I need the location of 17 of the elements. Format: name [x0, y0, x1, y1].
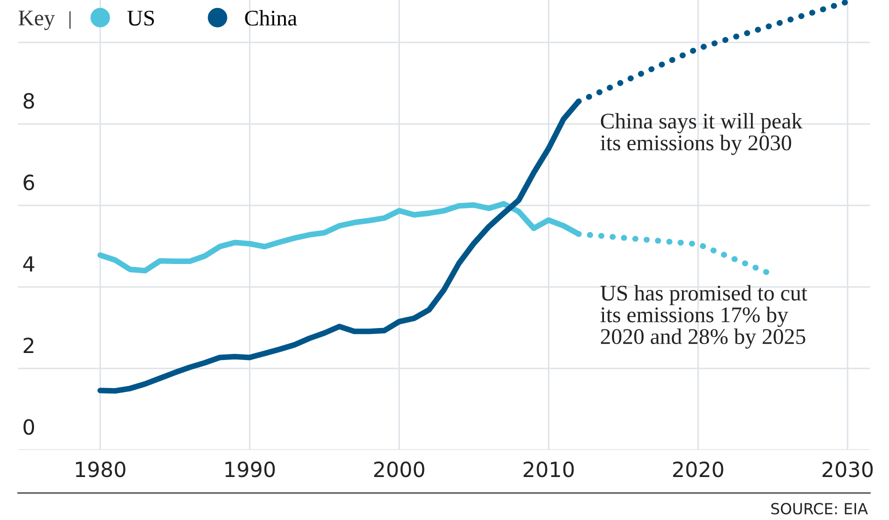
x-tick-label: 1990 — [225, 461, 275, 478]
y-tick-label: 8 — [24, 93, 34, 109]
legend-label: US — [127, 10, 154, 26]
y-tick-label: 6 — [24, 174, 34, 190]
annotation: US has promised to cut its emissions 17% by 2020 and 28% by 2025 — [600, 285, 808, 349]
y-tick-label: 0 — [24, 419, 34, 435]
source-note: SOURCE: EIA — [771, 502, 868, 514]
x-tick-label: 1980 — [76, 461, 126, 478]
x-tick-label: 2010 — [524, 461, 574, 478]
y-tick-label: 2 — [24, 338, 34, 354]
y-tick-label: 4 — [23, 256, 34, 272]
legend-label: China — [245, 10, 297, 26]
annotation: China says it will peak its emissions by 2030 — [600, 113, 802, 155]
legend-title: Key — [18, 10, 55, 30]
x-tick-label: 2020 — [673, 461, 724, 478]
x-tick-label: 2030 — [822, 461, 873, 478]
x-tick-label: 2000 — [374, 461, 424, 478]
